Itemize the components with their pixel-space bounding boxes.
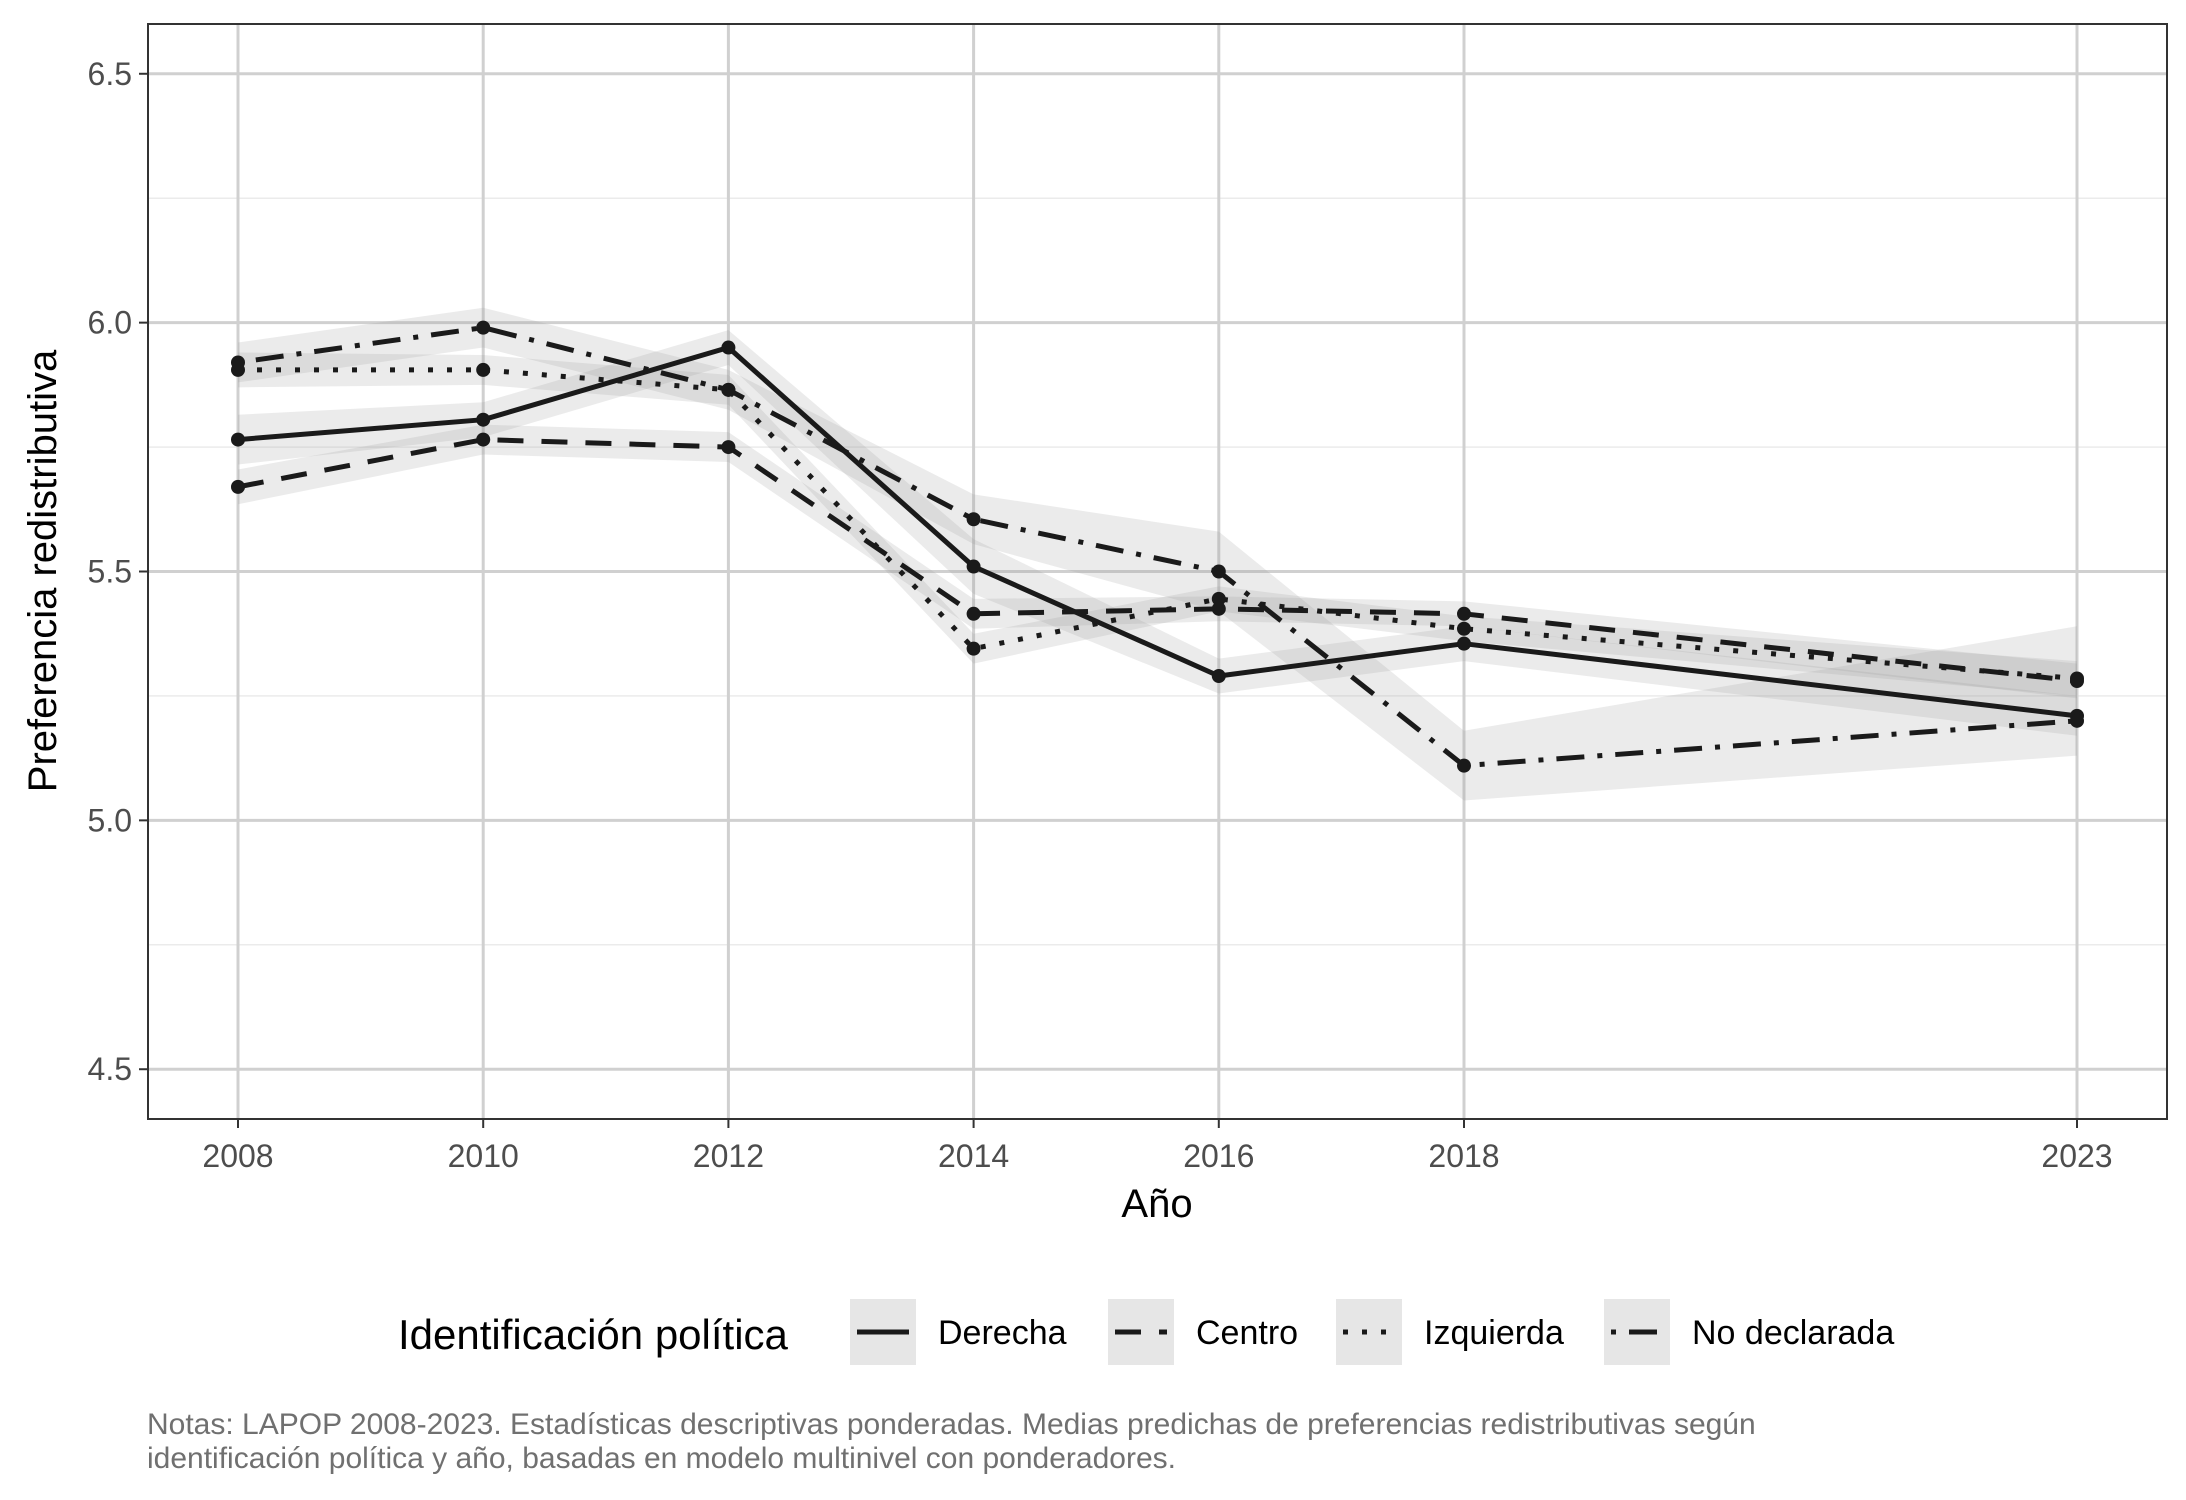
point-centro bbox=[1211, 601, 1226, 616]
legend-label: No declarada bbox=[1692, 1314, 1894, 1352]
x-tick-label: 2012 bbox=[693, 1138, 764, 1174]
ribbon-izquierda bbox=[238, 352, 2077, 696]
point-izquierda bbox=[476, 362, 491, 377]
y-axis-ticks: 4.5 5.0 5.5 6.0 6.5 bbox=[88, 56, 148, 1087]
point-centro bbox=[721, 440, 736, 455]
legend-label: Centro bbox=[1196, 1314, 1298, 1352]
x-tick-label: 2010 bbox=[448, 1138, 519, 1174]
point-no-declarada bbox=[1457, 758, 1471, 773]
point-centro bbox=[476, 432, 491, 447]
y-tick-label: 6.5 bbox=[88, 56, 132, 92]
ribbon-no-declarada bbox=[238, 307, 2077, 801]
y-tick-label: 6.0 bbox=[88, 305, 132, 341]
point-derecha bbox=[231, 432, 245, 447]
x-tick-label: 2008 bbox=[202, 1138, 273, 1174]
point-derecha bbox=[476, 412, 491, 427]
x-axis-ticks: 2008 2010 2012 2014 2016 2018 2023 bbox=[202, 1119, 2113, 1174]
point-izquierda bbox=[2070, 671, 2084, 686]
point-centro bbox=[1457, 606, 1471, 621]
footnote: Notas: LAPOP 2008-2023. Estadísticas des… bbox=[147, 1408, 2047, 1476]
point-derecha bbox=[721, 340, 736, 355]
footnote-line-1: Notas: LAPOP 2008-2023. Estadísticas des… bbox=[147, 1408, 1756, 1441]
point-no-declarada bbox=[231, 355, 245, 370]
legend-label: Izquierda bbox=[1424, 1314, 1564, 1352]
x-tick-label: 2023 bbox=[2041, 1138, 2112, 1174]
series-points bbox=[231, 320, 2084, 773]
point-derecha bbox=[1457, 636, 1471, 651]
legend-title: Identificación política bbox=[398, 1311, 789, 1358]
y-tick-label: 5.0 bbox=[88, 802, 132, 838]
x-tick-label: 2016 bbox=[1183, 1138, 1254, 1174]
footnote-line-2: identificación política y año, basadas e… bbox=[147, 1442, 1176, 1475]
point-derecha bbox=[966, 559, 981, 574]
point-no-declarada bbox=[2070, 713, 2084, 728]
y-tick-label: 5.5 bbox=[88, 554, 132, 590]
point-no-declarada bbox=[721, 382, 736, 397]
x-tick-label: 2014 bbox=[938, 1138, 1009, 1174]
x-axis-title: Año bbox=[1121, 1182, 1192, 1226]
ribbon-centro bbox=[238, 424, 2077, 699]
point-centro bbox=[231, 479, 245, 494]
legend: Identificación política Derecha Centro Izq… bbox=[398, 1299, 1894, 1365]
y-axis-title: Preferencia redistributiva bbox=[21, 349, 65, 792]
point-derecha bbox=[1211, 669, 1226, 684]
point-no-declarada bbox=[476, 320, 491, 335]
point-no-declarada bbox=[1211, 564, 1226, 579]
x-tick-label: 2018 bbox=[1428, 1138, 1499, 1174]
point-izquierda bbox=[1457, 621, 1471, 636]
legend-label: Derecha bbox=[938, 1314, 1067, 1352]
point-centro bbox=[966, 606, 981, 621]
point-no-declarada bbox=[966, 512, 981, 527]
point-izquierda bbox=[1211, 591, 1226, 606]
point-izquierda bbox=[966, 641, 981, 656]
y-tick-label: 4.5 bbox=[88, 1051, 132, 1087]
